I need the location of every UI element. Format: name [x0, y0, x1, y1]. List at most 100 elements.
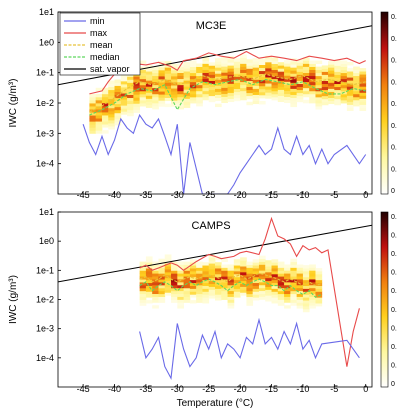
heat-cell [284, 84, 291, 88]
heat-cell [177, 267, 184, 271]
heat-cell [321, 71, 329, 75]
heat-cell [208, 295, 216, 299]
heat-cell [208, 266, 216, 270]
heat-cell [359, 74, 367, 78]
heat-cell [334, 89, 341, 94]
heat-cell [171, 293, 178, 298]
heat-cell [340, 75, 348, 80]
heat-cell [208, 257, 216, 261]
heat-cell [227, 270, 235, 274]
heat-cell [145, 273, 153, 278]
heat-cell [258, 58, 266, 62]
heat-cell [277, 65, 285, 69]
heat-cell [145, 291, 153, 295]
heat-cell [183, 95, 191, 99]
heat-cell [158, 273, 166, 277]
heat-cell [145, 80, 153, 84]
heat-cell [202, 285, 210, 289]
heat-cell [277, 80, 285, 84]
heat-cell [309, 270, 316, 274]
heat-cell [271, 81, 279, 86]
heat-cell [334, 71, 341, 75]
heat-cell [321, 98, 329, 103]
heat-cell [139, 60, 147, 64]
heat-cell [208, 98, 216, 103]
heat-cell [309, 75, 316, 80]
heat-cell [145, 95, 153, 99]
heat-cell [258, 281, 266, 286]
heat-cell [196, 261, 203, 265]
y-tick-label: 1e1 [39, 7, 54, 17]
heat-cell [127, 97, 134, 102]
camps-panel: -45 -40 -35 -30 -25 -20 -15 -10 -5 0 1e1 1e0 1e-1 1e-… [8, 207, 397, 409]
heat-cell [315, 300, 323, 304]
heat-cell [265, 61, 272, 66]
heat-cell [258, 79, 266, 84]
heat-cell [284, 78, 291, 82]
heat-cell [340, 84, 348, 89]
heat-cell [258, 85, 266, 90]
heat-cell [171, 85, 178, 89]
heat-cell [265, 64, 272, 69]
heat-cell [164, 61, 172, 65]
heat-cell [215, 76, 222, 80]
heat-cell [284, 90, 291, 94]
heat-cell [152, 69, 159, 73]
x-tick-label: 0 [363, 190, 368, 200]
heat-cell [221, 57, 228, 61]
heat-cell [139, 282, 147, 286]
heat-cell [139, 84, 147, 89]
heat-cell [164, 73, 172, 77]
series-line-median [89, 78, 366, 116]
heat-cell [334, 68, 341, 72]
colorbar-tick-label: 0 [391, 188, 395, 195]
heat-cell [227, 290, 235, 295]
heat-cell [340, 87, 348, 92]
colorbar-tick-label: 0.3 [391, 36, 397, 43]
heat-cell [246, 68, 254, 72]
heat-cell [302, 273, 310, 278]
heat-cell [164, 292, 172, 296]
heat-cell [127, 103, 134, 108]
heat-cell [284, 293, 291, 297]
heat-cell [215, 268, 222, 272]
heat-cell [158, 276, 166, 280]
heat-cell [127, 106, 134, 111]
heat-cell [258, 91, 266, 96]
heatmap-cells [89, 54, 367, 134]
heat-cell [296, 293, 304, 297]
heat-cell [215, 94, 222, 98]
heat-cell [221, 78, 228, 82]
heat-cell [246, 273, 254, 277]
heat-cell [215, 265, 222, 269]
heat-cell [158, 282, 166, 286]
colorbar-tick-label: 0.4 [391, 14, 397, 21]
heat-cell [284, 290, 291, 295]
heat-cell [290, 273, 298, 277]
heat-cell [196, 293, 203, 298]
heat-cell [246, 296, 254, 300]
heat-cell [240, 257, 247, 261]
heat-cell [171, 296, 178, 300]
heat-cell [177, 105, 184, 110]
colorbar [380, 211, 389, 388]
heat-cell [340, 72, 348, 77]
heat-cell [240, 96, 247, 101]
heat-cell [353, 93, 360, 98]
heat-cell [202, 270, 210, 275]
heat-cell [114, 106, 122, 111]
heat-cell [95, 112, 103, 116]
heat-cell [277, 267, 285, 271]
heat-cell [246, 74, 254, 78]
heat-cell [315, 66, 323, 71]
heat-cell [108, 120, 115, 124]
heat-cell [315, 72, 323, 77]
heat-cell [208, 62, 216, 66]
heat-cell [177, 69, 184, 73]
heat-cell [252, 67, 260, 71]
heat-cell [296, 59, 304, 63]
heat-cell [252, 100, 260, 105]
heat-cell [353, 102, 360, 107]
colorbar-tick-label: 0.1 [391, 123, 397, 130]
heat-cell [177, 305, 184, 309]
